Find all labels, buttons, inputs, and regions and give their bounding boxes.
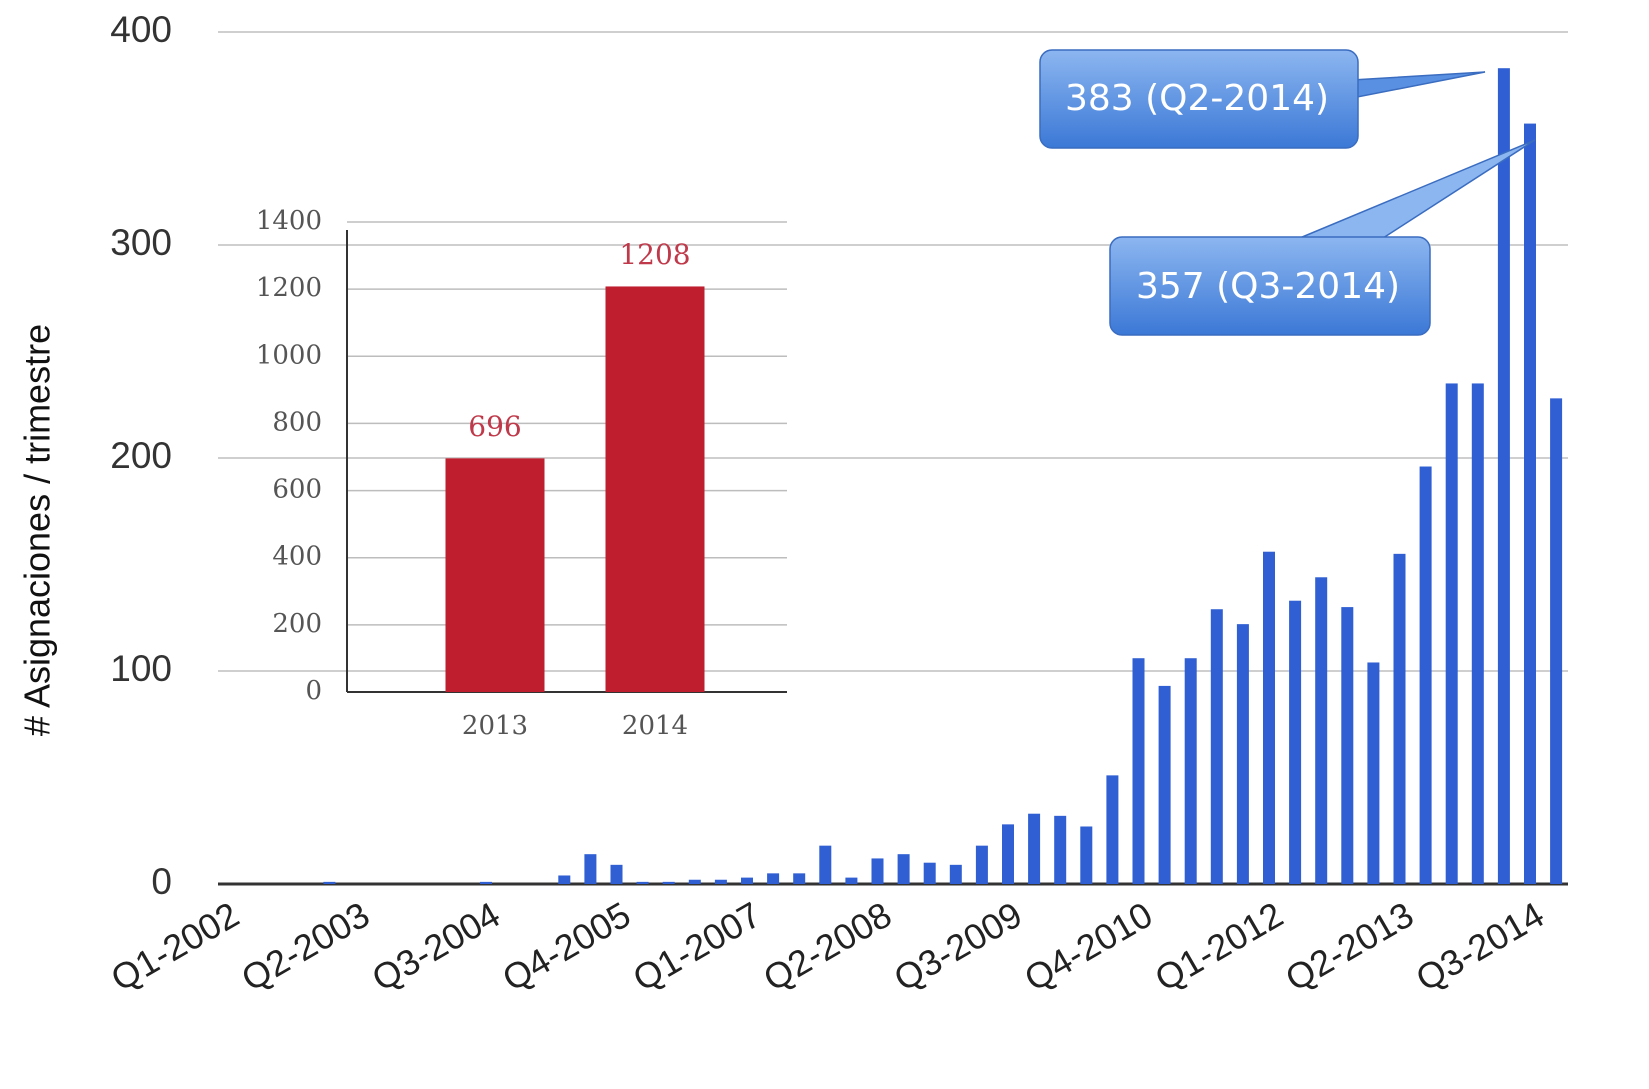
y-tick-label: 0 — [151, 861, 172, 902]
bar — [1054, 815, 1067, 884]
x-tick-label: Q4-2005 — [495, 894, 637, 1000]
bar — [584, 854, 597, 884]
y-axis-label: # Asignaciones / trimestre — [17, 324, 58, 736]
callout-pointer — [1351, 71, 1486, 99]
bar — [923, 862, 936, 884]
y-tick-label: 1400 — [256, 206, 322, 236]
bar — [741, 877, 753, 884]
bar — [767, 873, 780, 884]
annotation: 357 (Q3-2014) — [1136, 266, 1400, 307]
x-tick-label: Q4-2010 — [1017, 894, 1159, 1000]
y-tick-label: 300 — [110, 222, 172, 263]
bar — [605, 286, 705, 692]
annotation: 383 (Q2-2014) — [1065, 78, 1329, 119]
bar — [1236, 624, 1249, 884]
x-tick-label: Q1-2007 — [626, 894, 768, 1000]
bar — [1550, 398, 1563, 884]
bar — [897, 854, 910, 884]
grid-layer — [218, 31, 1568, 885]
y-tick-label: 400 — [110, 9, 172, 50]
y-tick-label: 1000 — [256, 340, 322, 370]
bar — [1445, 383, 1458, 884]
bar — [1393, 553, 1406, 884]
bar — [662, 881, 675, 884]
callout-box — [1039, 49, 1359, 149]
x-tick-label: Q3-2004 — [365, 894, 507, 1000]
value-label: 1208 — [619, 238, 690, 271]
bar — [949, 864, 962, 884]
bar — [975, 845, 988, 884]
x-tick-label: Q1-2012 — [1148, 894, 1290, 1000]
value-label: 696 — [468, 410, 521, 443]
bar-layer — [218, 68, 1568, 886]
bar — [793, 873, 806, 884]
x-tick-label: Q1-2002 — [104, 894, 246, 1000]
bar — [1106, 775, 1119, 884]
bar — [1367, 662, 1380, 884]
bar — [688, 879, 701, 884]
bar — [610, 864, 623, 884]
bar — [1289, 600, 1302, 884]
y-tick-label: 400 — [272, 542, 322, 572]
bar — [1028, 813, 1041, 884]
bar — [445, 458, 545, 692]
bar — [558, 875, 571, 884]
y-tick-label: 0 — [305, 676, 322, 706]
y-tick-label: 200 — [110, 435, 172, 476]
bar — [1184, 658, 1197, 884]
y-tick-label: 800 — [272, 407, 322, 437]
y-tick-label: 600 — [272, 475, 322, 505]
bar — [323, 881, 336, 884]
bar — [1524, 123, 1536, 885]
y-tick-label: 200 — [272, 609, 322, 639]
bar — [1341, 607, 1354, 884]
bar — [1002, 824, 1014, 884]
bar — [1158, 685, 1171, 884]
callout: 357 (Q3-2014) — [1109, 139, 1536, 336]
bar — [1315, 577, 1328, 884]
x-tick-label: Q2-2003 — [234, 894, 376, 1000]
x-tick-label: Q3-2014 — [1409, 894, 1551, 1000]
x-tick-label: Q2-2013 — [1278, 894, 1420, 1000]
bar — [1132, 658, 1145, 884]
y-tick-label: 1200 — [256, 273, 322, 303]
x-tick-label: 2013 — [462, 711, 528, 741]
bar — [636, 881, 649, 884]
bar — [845, 877, 858, 884]
callout: 383 (Q2-2014) — [1039, 49, 1486, 149]
bar — [714, 879, 727, 884]
x-tick-label: 2014 — [622, 711, 688, 741]
bar — [871, 858, 884, 884]
bar — [1497, 68, 1510, 884]
bar — [1471, 383, 1484, 884]
callout-box — [1109, 236, 1431, 336]
bar — [1263, 551, 1275, 884]
bar — [819, 845, 832, 884]
x-tick-label: Q2-2008 — [756, 894, 898, 1000]
x-tick-label: Q3-2009 — [887, 894, 1029, 1000]
bar — [1419, 466, 1432, 884]
bar — [1210, 609, 1223, 884]
y-tick-label: 100 — [110, 648, 172, 689]
bar — [1080, 826, 1093, 884]
bar — [480, 881, 492, 884]
